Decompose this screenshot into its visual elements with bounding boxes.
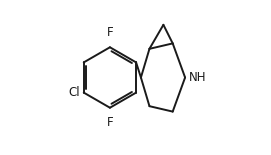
Text: F: F bbox=[107, 26, 113, 39]
Text: NH: NH bbox=[189, 71, 206, 84]
Text: Cl: Cl bbox=[68, 86, 80, 99]
Text: F: F bbox=[107, 116, 113, 129]
